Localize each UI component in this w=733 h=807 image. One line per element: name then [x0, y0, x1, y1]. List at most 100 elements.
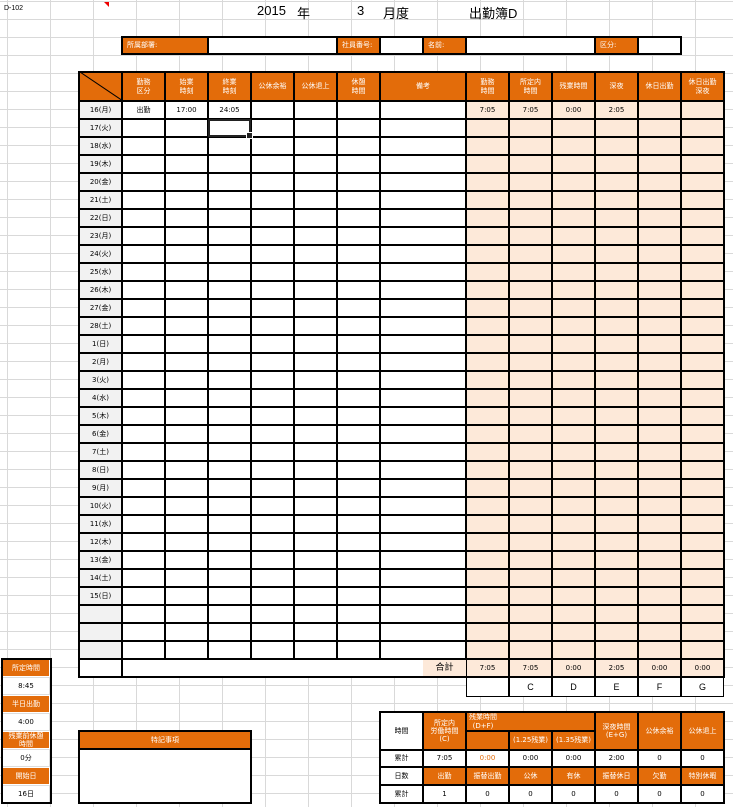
table-cell[interactable]: [380, 281, 466, 299]
table-cell[interactable]: 0:00: [552, 101, 595, 119]
table-cell[interactable]: [165, 137, 208, 155]
table-cell[interactable]: [122, 425, 165, 443]
table-cell[interactable]: [638, 461, 681, 479]
table-cell[interactable]: [638, 479, 681, 497]
table-cell[interactable]: [552, 533, 595, 551]
table-cell[interactable]: [681, 245, 724, 263]
table-cell[interactable]: [294, 533, 337, 551]
table-cell[interactable]: [251, 299, 294, 317]
year-value[interactable]: 2015: [257, 3, 286, 18]
table-cell[interactable]: [681, 515, 724, 533]
table-cell[interactable]: [681, 335, 724, 353]
table-cell[interactable]: [294, 389, 337, 407]
table-cell[interactable]: [380, 155, 466, 173]
table-cell[interactable]: [122, 551, 165, 569]
table-cell[interactable]: [165, 335, 208, 353]
table-cell[interactable]: [380, 515, 466, 533]
table-cell[interactable]: [595, 281, 638, 299]
table-cell[interactable]: 出勤: [122, 101, 165, 119]
table-cell[interactable]: [337, 461, 380, 479]
table-cell[interactable]: [337, 299, 380, 317]
table-cell[interactable]: [165, 605, 208, 623]
table-cell[interactable]: [638, 101, 681, 119]
table-cell[interactable]: [509, 479, 552, 497]
table-cell[interactable]: [208, 515, 251, 533]
table-cell[interactable]: [638, 173, 681, 191]
table-cell[interactable]: [337, 335, 380, 353]
name-input[interactable]: [466, 37, 595, 54]
table-cell[interactable]: [251, 551, 294, 569]
table-cell[interactable]: [208, 461, 251, 479]
table-cell[interactable]: [681, 101, 724, 119]
table-cell[interactable]: [638, 335, 681, 353]
table-cell[interactable]: [294, 425, 337, 443]
table-cell[interactable]: [466, 137, 509, 155]
table-cell[interactable]: [552, 245, 595, 263]
table-cell[interactable]: 7:05: [509, 101, 552, 119]
table-cell[interactable]: [552, 317, 595, 335]
table-cell[interactable]: [380, 641, 466, 659]
table-cell[interactable]: [681, 119, 724, 137]
table-cell[interactable]: [165, 281, 208, 299]
table-cell[interactable]: [595, 389, 638, 407]
table-cell[interactable]: [638, 443, 681, 461]
table-cell[interactable]: [509, 533, 552, 551]
table-cell[interactable]: [165, 173, 208, 191]
table-cell[interactable]: [208, 371, 251, 389]
table-cell[interactable]: [552, 335, 595, 353]
table-cell[interactable]: [509, 353, 552, 371]
table-cell[interactable]: [380, 623, 466, 641]
table-cell[interactable]: [165, 533, 208, 551]
table-cell[interactable]: [466, 245, 509, 263]
table-cell[interactable]: [681, 281, 724, 299]
table-cell[interactable]: [208, 443, 251, 461]
table-cell[interactable]: [337, 119, 380, 137]
table-cell[interactable]: [466, 497, 509, 515]
dept-input[interactable]: [208, 37, 337, 54]
table-cell[interactable]: [122, 353, 165, 371]
table-cell[interactable]: [294, 101, 337, 119]
table-cell[interactable]: [294, 263, 337, 281]
table-cell[interactable]: [165, 479, 208, 497]
table-cell[interactable]: [122, 605, 165, 623]
table-cell[interactable]: [165, 497, 208, 515]
table-cell[interactable]: [552, 137, 595, 155]
table-cell[interactable]: [595, 299, 638, 317]
table-cell[interactable]: [165, 587, 208, 605]
table-cell[interactable]: [337, 137, 380, 155]
table-cell[interactable]: [509, 497, 552, 515]
table-cell[interactable]: [165, 317, 208, 335]
table-cell[interactable]: [251, 641, 294, 659]
table-cell[interactable]: [337, 209, 380, 227]
setting-value[interactable]: 0分: [2, 749, 50, 767]
table-cell[interactable]: [208, 209, 251, 227]
table-cell[interactable]: [251, 191, 294, 209]
table-cell[interactable]: [208, 299, 251, 317]
table-cell[interactable]: [681, 191, 724, 209]
table-cell[interactable]: [466, 119, 509, 137]
table-cell[interactable]: [638, 641, 681, 659]
table-cell[interactable]: [380, 461, 466, 479]
table-cell[interactable]: [208, 317, 251, 335]
table-cell[interactable]: [466, 515, 509, 533]
table-cell[interactable]: [208, 605, 251, 623]
table-cell[interactable]: [165, 551, 208, 569]
table-cell[interactable]: [638, 515, 681, 533]
table-cell[interactable]: [466, 209, 509, 227]
table-cell[interactable]: [165, 119, 208, 137]
setting-value[interactable]: 16日: [2, 785, 50, 803]
table-cell[interactable]: [466, 479, 509, 497]
table-cell[interactable]: [337, 569, 380, 587]
notes-input[interactable]: [79, 749, 251, 803]
table-cell[interactable]: [552, 263, 595, 281]
table-cell[interactable]: [595, 533, 638, 551]
table-cell[interactable]: [380, 353, 466, 371]
table-cell[interactable]: [552, 281, 595, 299]
table-cell[interactable]: [466, 263, 509, 281]
table-cell[interactable]: [552, 407, 595, 425]
table-cell[interactable]: [638, 119, 681, 137]
table-cell[interactable]: [595, 569, 638, 587]
table-cell[interactable]: [595, 317, 638, 335]
table-cell[interactable]: [380, 335, 466, 353]
table-cell[interactable]: [337, 317, 380, 335]
